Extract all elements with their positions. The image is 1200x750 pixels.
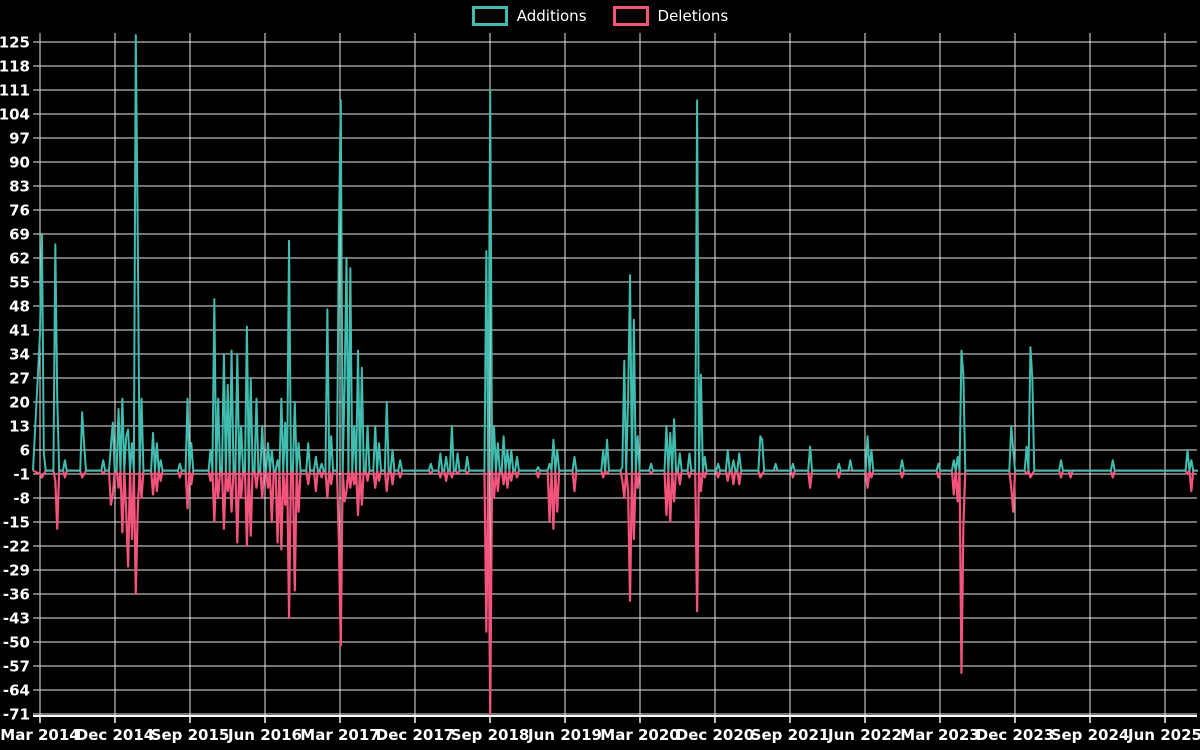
y-tick-label: 6 bbox=[20, 442, 30, 460]
y-tick-label: -8 bbox=[13, 490, 30, 508]
x-tick-label: Jun 2022 bbox=[827, 726, 902, 744]
y-tick-label: -22 bbox=[3, 538, 30, 556]
additions-line bbox=[32, 34, 1199, 472]
x-tick-label: Dec 2023 bbox=[976, 726, 1055, 744]
x-tick-label: Dec 2017 bbox=[376, 726, 455, 744]
y-tick-label: 83 bbox=[9, 178, 30, 196]
additions-swatch-icon bbox=[471, 6, 508, 26]
x-tick-label: Jun 2016 bbox=[227, 726, 302, 744]
chart-legend: Additions Deletions bbox=[0, 6, 1200, 26]
x-tick-label: Mar 2014 bbox=[0, 726, 79, 744]
y-tick-label: -1 bbox=[13, 466, 30, 484]
y-tick-label: 55 bbox=[9, 274, 30, 292]
y-tick-label: 27 bbox=[9, 370, 30, 388]
x-tick-label: Mar 2017 bbox=[300, 726, 379, 744]
y-tick-label: -64 bbox=[3, 682, 30, 700]
y-tick-label: 118 bbox=[0, 58, 30, 76]
y-tick-label: 20 bbox=[9, 394, 30, 412]
x-tick-label: Jun 2019 bbox=[527, 726, 602, 744]
x-tick-label: Mar 2023 bbox=[900, 726, 979, 744]
y-tick-label: 13 bbox=[9, 418, 30, 436]
y-tick-label: 41 bbox=[9, 322, 30, 340]
x-tick-label: Mar 2020 bbox=[600, 726, 679, 744]
x-tick-label: Sep 2015 bbox=[151, 726, 230, 744]
y-tick-label: -57 bbox=[3, 658, 30, 676]
y-tick-label: 104 bbox=[0, 106, 30, 124]
y-tick-label: 125 bbox=[0, 34, 30, 52]
legend-label-deletions: Deletions bbox=[657, 7, 729, 25]
y-tick-label: -29 bbox=[3, 562, 30, 580]
y-tick-label: 76 bbox=[9, 202, 30, 220]
x-tick-label: Dec 2014 bbox=[76, 726, 155, 744]
y-tick-label: -43 bbox=[3, 610, 30, 628]
y-tick-label: -50 bbox=[3, 634, 30, 652]
x-tick-label: Sep 2018 bbox=[451, 726, 530, 744]
legend-item-deletions[interactable]: Deletions bbox=[612, 6, 729, 26]
legend-label-additions: Additions bbox=[516, 7, 587, 25]
y-tick-label: 48 bbox=[9, 298, 30, 316]
deletions-line bbox=[32, 469, 1199, 716]
y-tick-label: -71 bbox=[3, 706, 30, 724]
y-tick-label: -36 bbox=[3, 586, 30, 604]
y-tick-label: 111 bbox=[0, 82, 30, 100]
x-tick-label: Jun 2025 bbox=[1127, 726, 1200, 744]
y-tick-label: -15 bbox=[3, 514, 30, 532]
y-tick-label: 62 bbox=[9, 250, 30, 268]
y-tick-label: 34 bbox=[9, 346, 30, 364]
legend-item-additions[interactable]: Additions bbox=[471, 6, 587, 26]
x-tick-label: Dec 2020 bbox=[676, 726, 755, 744]
y-tick-label: 69 bbox=[9, 226, 30, 244]
x-tick-label: Sep 2024 bbox=[1051, 726, 1130, 744]
y-tick-label: 90 bbox=[9, 154, 30, 172]
x-tick-label: Sep 2021 bbox=[751, 726, 830, 744]
y-tick-label: 97 bbox=[9, 130, 30, 148]
deletions-swatch-icon bbox=[612, 6, 649, 26]
